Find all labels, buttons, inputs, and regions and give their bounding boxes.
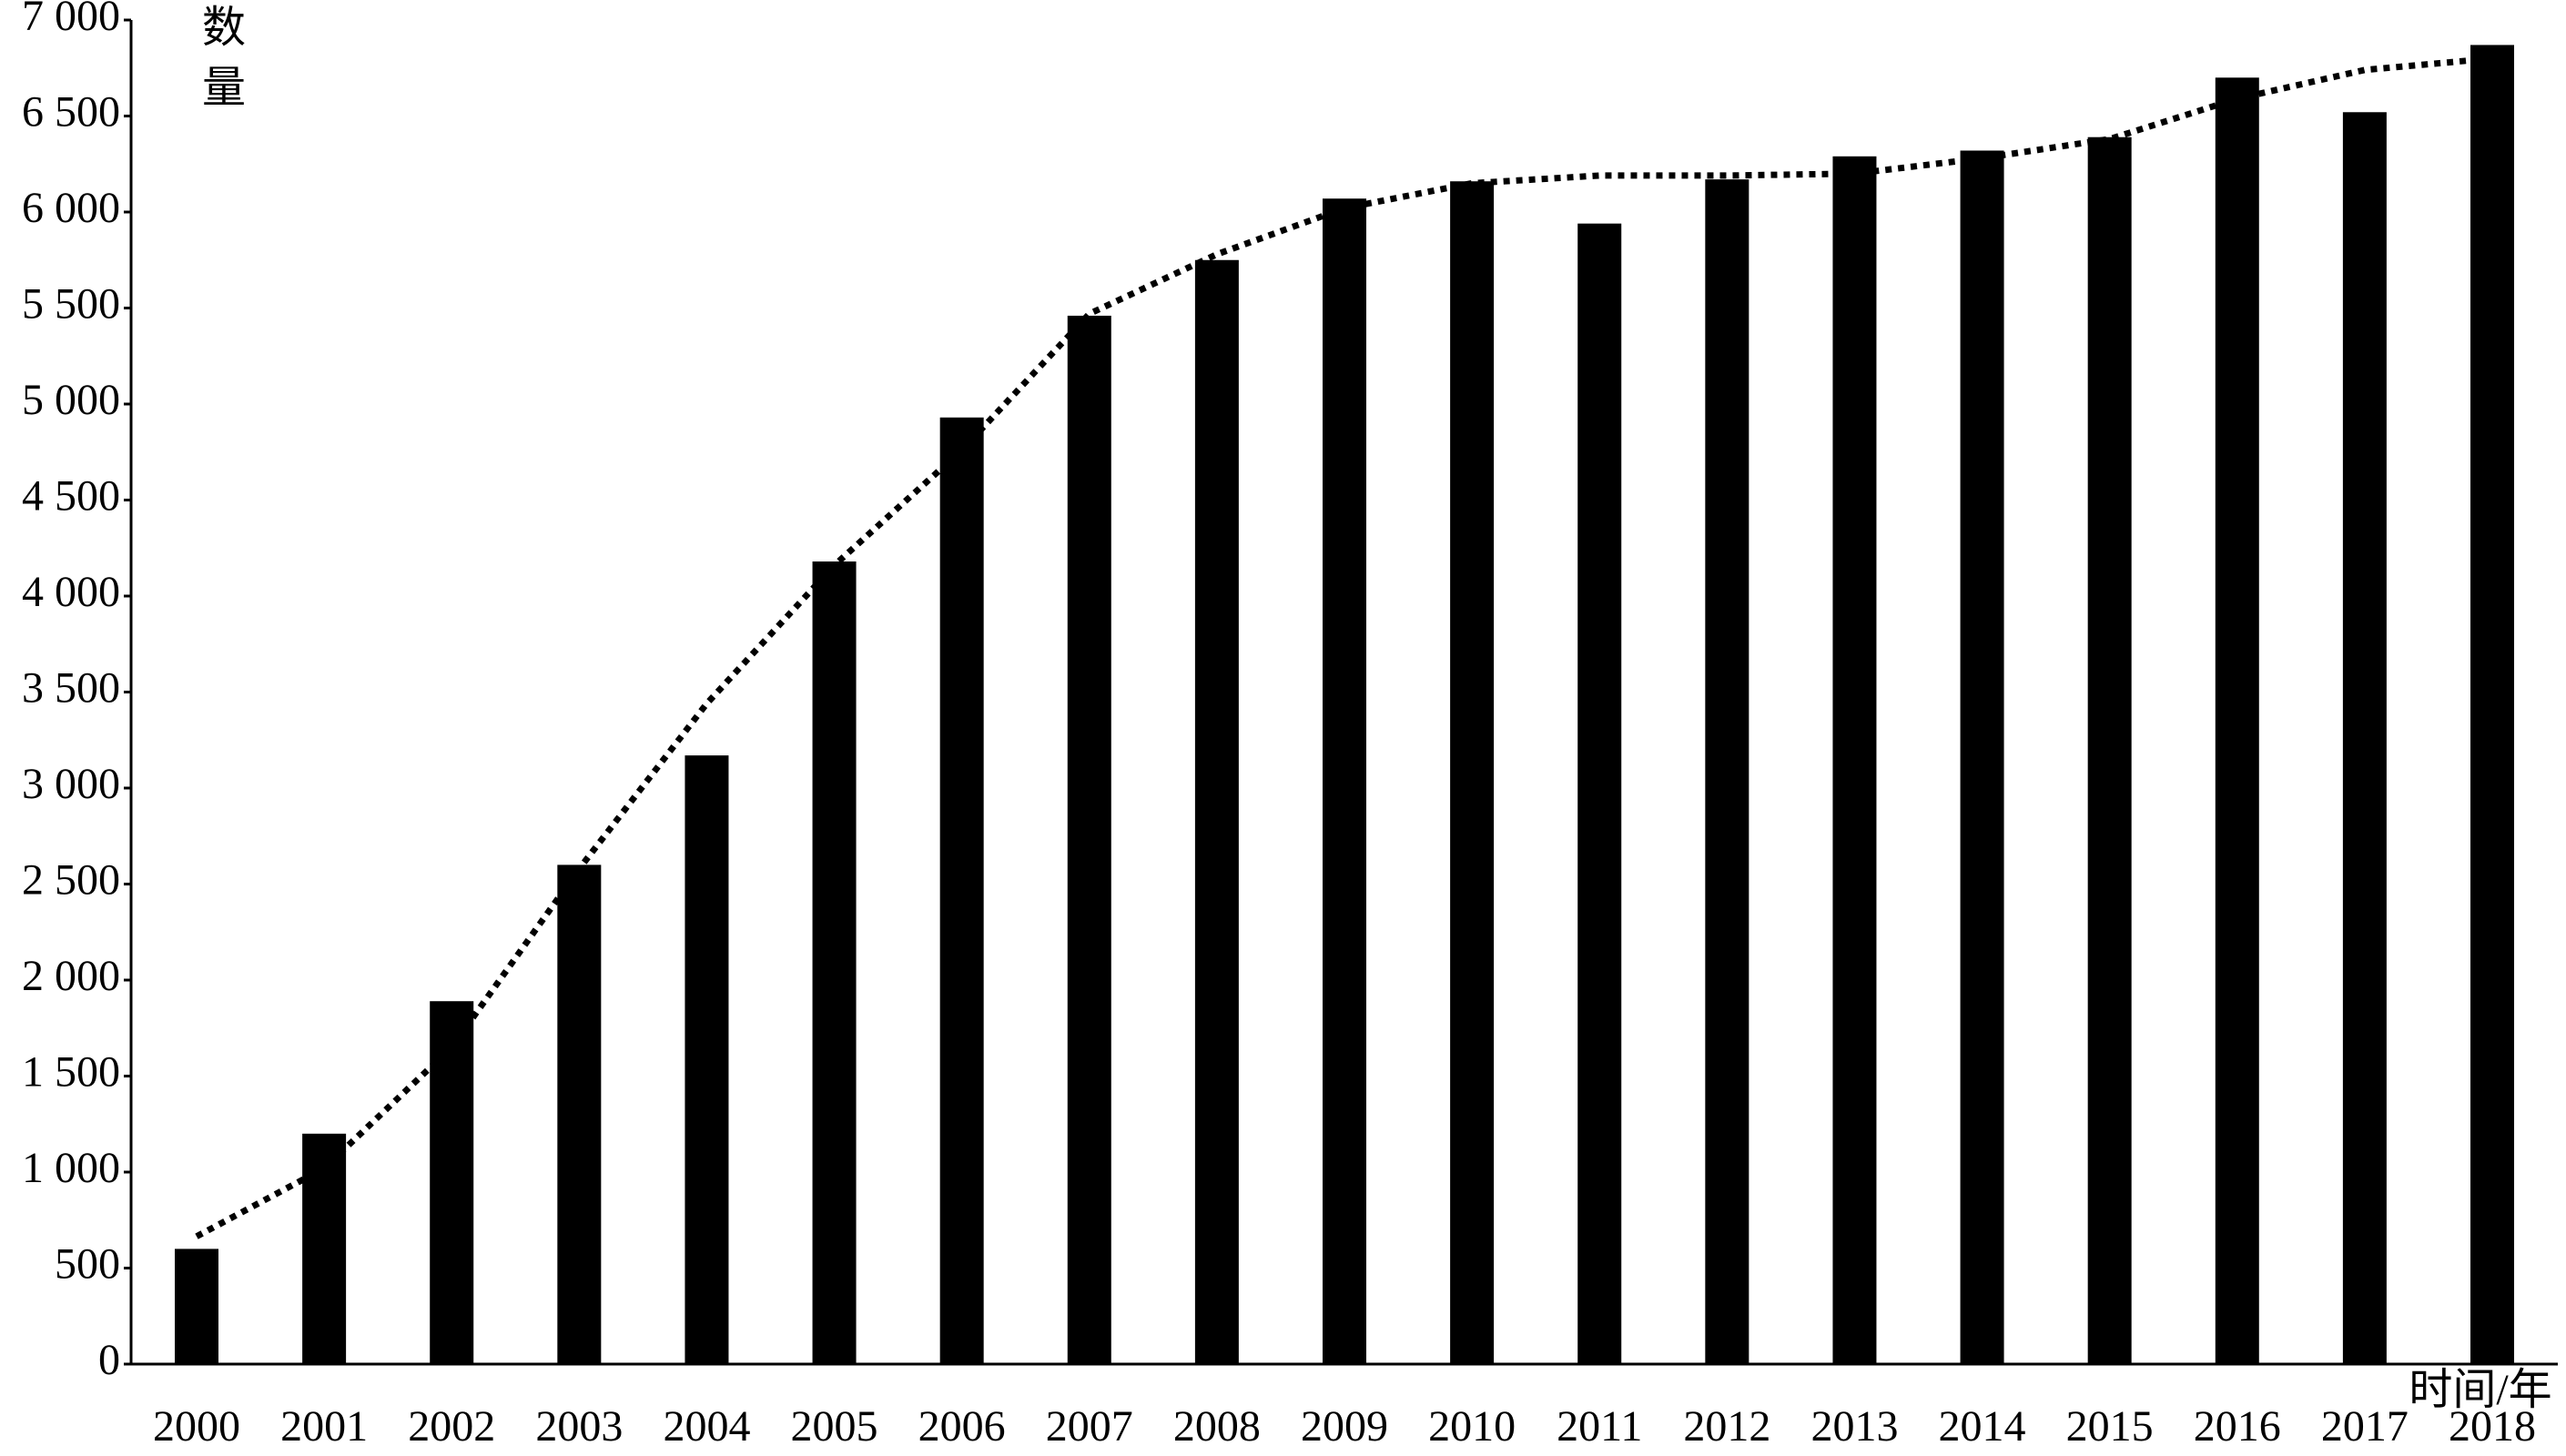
x-tick-label: 2011 (1557, 1402, 1642, 1451)
x-tick-label: 2017 (2321, 1402, 2409, 1451)
y-tick-label: 5 500 (22, 280, 120, 329)
bar (557, 864, 602, 1364)
x-tick-label: 2009 (1301, 1402, 1388, 1451)
x-tick-label: 2005 (791, 1402, 878, 1451)
x-tick-label: 2007 (1046, 1402, 1133, 1451)
y-tick-label: 4 500 (22, 472, 120, 521)
y-tick-label: 3 000 (22, 760, 120, 808)
y-tick-label: 7 000 (22, 0, 120, 40)
bar (1832, 156, 1877, 1364)
bar (2215, 77, 2259, 1364)
bar (1705, 179, 1750, 1364)
y-tick-label: 4 000 (22, 568, 120, 616)
bar (1194, 259, 1239, 1364)
x-tick-label: 2002 (408, 1402, 495, 1451)
y-tick-label: 1 500 (22, 1048, 120, 1097)
x-tick-label: 2010 (1428, 1402, 1516, 1451)
y-tick-label: 0 (98, 1336, 120, 1384)
bar (812, 561, 857, 1364)
x-tick-label: 2016 (2194, 1402, 2281, 1451)
bar (302, 1133, 347, 1364)
trend-line (195, 55, 2493, 1239)
y-tick-label: 500 (55, 1240, 120, 1289)
bar (685, 755, 729, 1364)
x-tick-label: 2004 (663, 1402, 750, 1451)
bar (2087, 136, 2132, 1365)
x-tick-label: 2008 (1173, 1402, 1261, 1451)
bar (1450, 181, 1495, 1365)
x-tick-label: 2013 (1810, 1402, 1898, 1451)
bar (175, 1249, 218, 1364)
bar (939, 417, 984, 1364)
bar (1323, 198, 1366, 1365)
bar (430, 1001, 474, 1364)
y-tick-label: 5 000 (22, 376, 120, 424)
x-tick-label: 2001 (280, 1402, 368, 1451)
x-tick-label: 2006 (918, 1402, 1006, 1451)
y-tick-label: 6 500 (22, 88, 120, 136)
bar (1960, 150, 2004, 1365)
x-tick-label: 2003 (535, 1402, 623, 1451)
x-tick-label: 2014 (1939, 1402, 2026, 1451)
x-tick-label: 2012 (1683, 1402, 1770, 1451)
bar (2470, 45, 2514, 1364)
x-axis-label: 时间/年 (2409, 1366, 2551, 1414)
y-tick-label: 3 500 (22, 664, 120, 713)
y-tick-label: 6 000 (22, 184, 120, 232)
bar (1577, 223, 1622, 1364)
bar (1067, 315, 1111, 1365)
x-tick-label: 2015 (2066, 1402, 2154, 1451)
y-tick-label: 2 500 (22, 856, 120, 905)
y-axis-label: 数量 (195, 4, 245, 124)
y-tick-label: 2 000 (22, 952, 120, 1000)
x-tick-label: 2000 (153, 1402, 240, 1451)
bar (2342, 112, 2387, 1364)
y-tick-label: 1 000 (22, 1144, 120, 1192)
x-tick-label: 2018 (2449, 1402, 2536, 1451)
